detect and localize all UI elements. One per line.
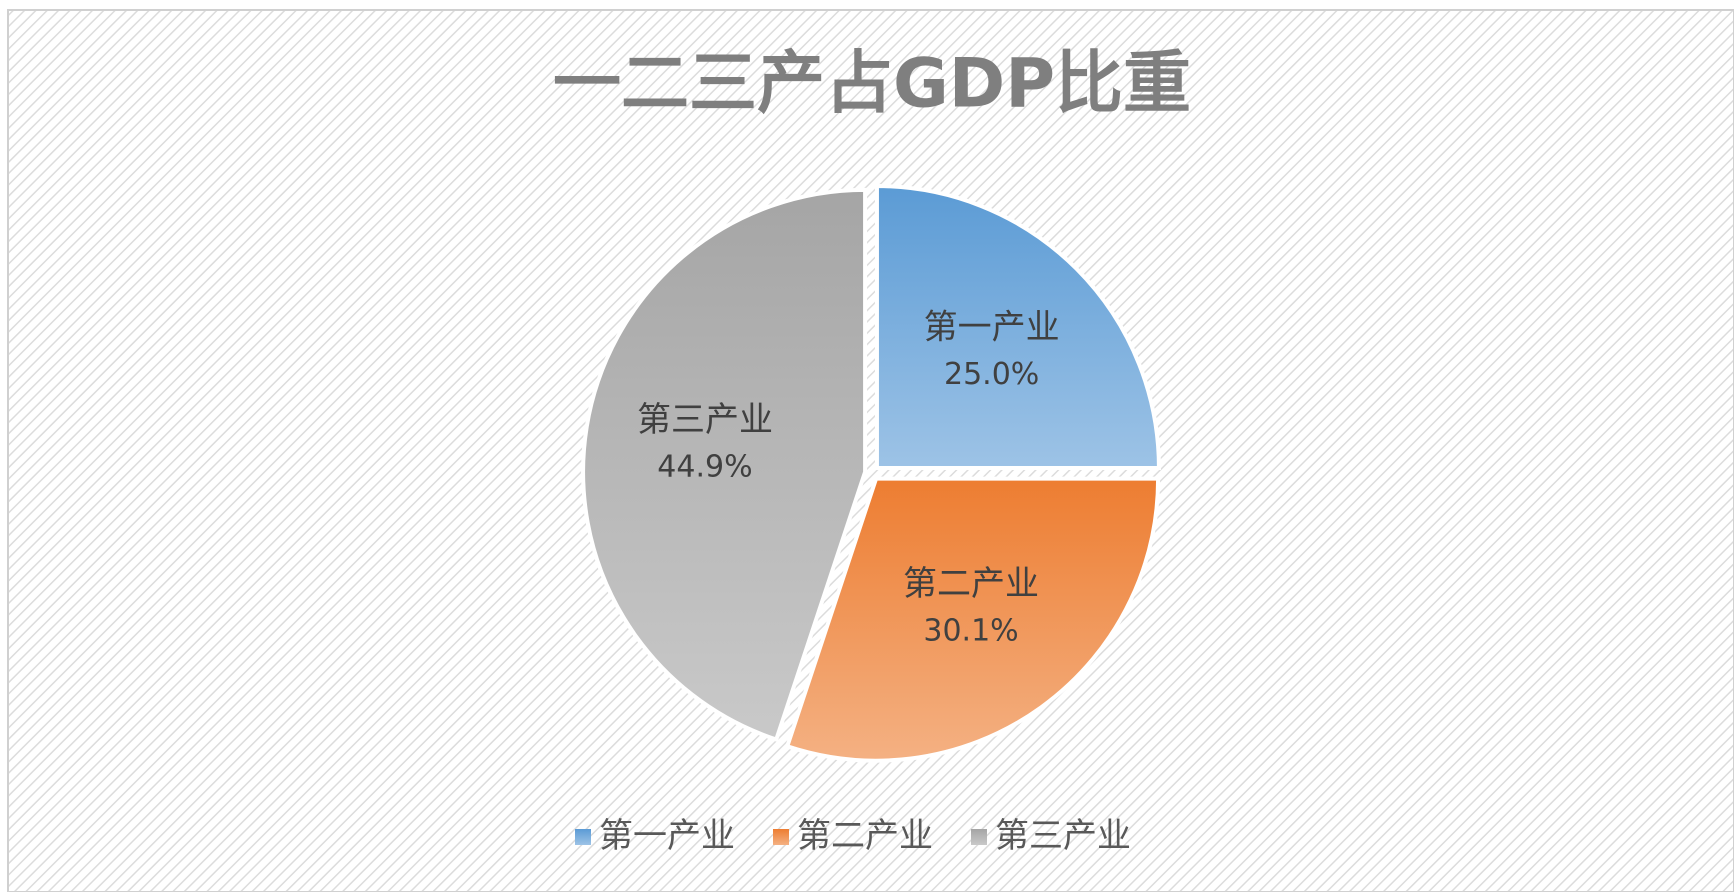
- slice-value-label: 30.1%: [923, 614, 1018, 649]
- legend-label: 第二产业: [797, 816, 933, 856]
- slice-category-label: 第一产业: [924, 307, 1060, 347]
- legend-swatch: [773, 829, 789, 845]
- pie-slice: [874, 184, 1161, 471]
- legend-swatch: [971, 829, 987, 845]
- slice-category-label: 第三产业: [637, 400, 773, 440]
- legend-label: 第一产业: [599, 816, 735, 856]
- chart-title: 一二三产占GDP比重: [553, 45, 1191, 124]
- pie-slice: [784, 476, 1161, 763]
- legend-swatch: [575, 829, 591, 845]
- slice-category-label: 第二产业: [903, 564, 1039, 604]
- slice-value-label: 44.9%: [657, 450, 752, 485]
- legend-label: 第三产业: [995, 816, 1131, 856]
- pie-slice: [581, 187, 868, 743]
- slice-value-label: 25.0%: [944, 357, 1039, 392]
